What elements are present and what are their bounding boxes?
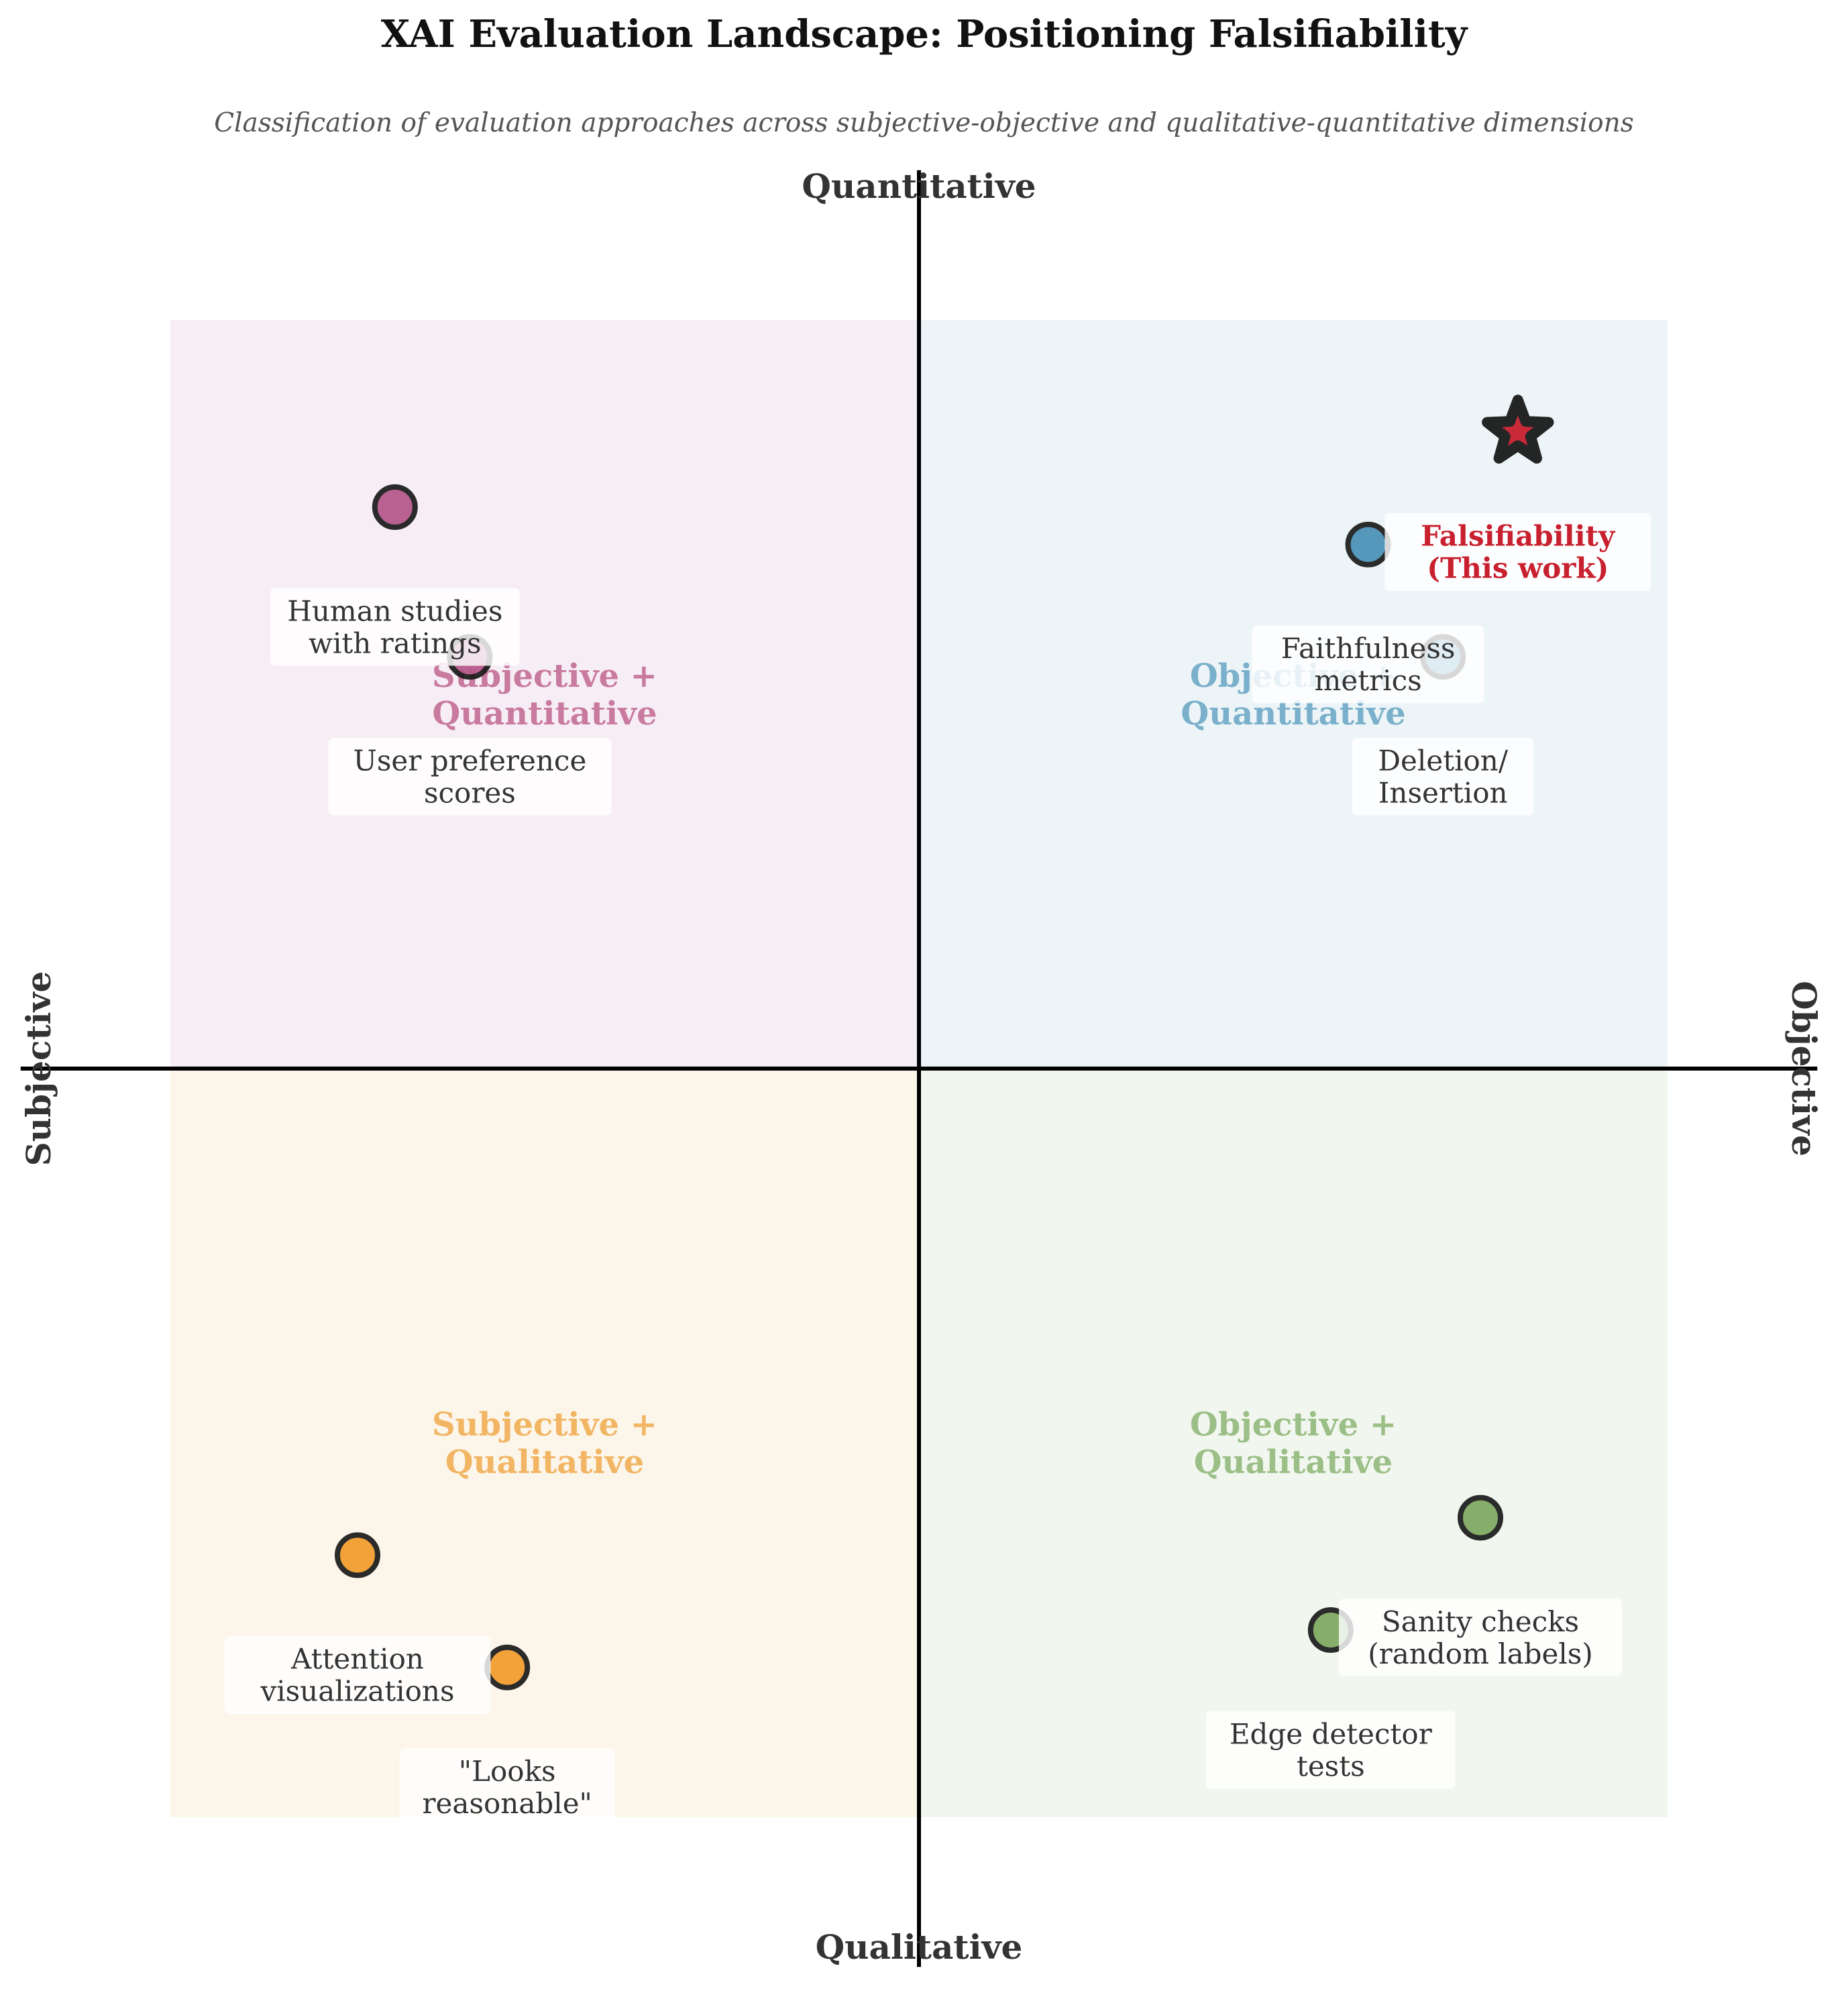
chart-subtitle: Classification of evaluation approaches … (214, 108, 1634, 138)
point-label-box (399, 1748, 615, 1827)
axis-label-bottom: Qualitative (816, 1927, 1023, 1967)
data-point (372, 484, 418, 530)
highlight-label-group: Falsifiability (This work) (1384, 512, 1651, 591)
data-point (1458, 1495, 1503, 1541)
point-labels: Human studies with ratings User preference… (224, 512, 1651, 1827)
highlight-label-box (1384, 512, 1651, 591)
point-label: Deletion/Insertion (1378, 744, 1508, 809)
point-label-group: Human studies with ratings (270, 588, 520, 666)
point-label: Attention visualizations (260, 1643, 454, 1708)
point-label-box (1252, 625, 1484, 704)
point-label-group: Edge detector tests (1206, 1711, 1456, 1789)
point-label-group: "Looks reasonable" (399, 1748, 615, 1827)
quadrant-obj_qual (919, 1069, 1668, 1817)
axis-label-top: Quantitative (802, 166, 1036, 206)
point-label: Edge detector tests (1230, 1717, 1433, 1782)
point-label: Faithfulness metrics (1281, 632, 1456, 697)
point-label: Sanity checks (random labels) (1368, 1605, 1593, 1670)
point-label-group: Faithfulness metrics (1252, 625, 1484, 704)
point-label-group: Sanity checks (random labels) (1339, 1599, 1622, 1677)
point-label-box (1339, 1599, 1622, 1677)
highlight-star-marker (1482, 394, 1554, 464)
point-label: User preference scores (353, 744, 586, 809)
chart-title: XAI Evaluation Landscape: Positioning Fa… (381, 12, 1468, 56)
data-point (1345, 521, 1391, 567)
data-point (335, 1532, 380, 1578)
highlight-label: Falsifiability (This work) (1421, 520, 1616, 585)
point-label: "Looks reasonable" (422, 1755, 592, 1820)
point-label-group: Deletion/Insertion (1352, 737, 1534, 816)
point-label-box (1206, 1711, 1456, 1789)
quadrant-label-obj_qual: Objective + Qualitative (1190, 1406, 1397, 1481)
point-label-box (270, 588, 520, 666)
point-label-box (328, 737, 612, 816)
point-label: Human studies with ratings (287, 594, 502, 659)
point-label-box (1352, 737, 1534, 816)
axes (20, 170, 1818, 1967)
point-label-group: Attention visualizations (224, 1635, 491, 1714)
quadrant-label-subj_qual: Subjective + Qualitative (432, 1406, 657, 1481)
point-label-group: User preference scores (328, 737, 612, 816)
data-point (484, 1644, 531, 1690)
axis-label-right: Objective (1784, 981, 1824, 1156)
point-label-box (224, 1635, 491, 1714)
axis-label-left: Subjective (19, 971, 58, 1167)
quadrant-subj_quant (170, 320, 919, 1069)
